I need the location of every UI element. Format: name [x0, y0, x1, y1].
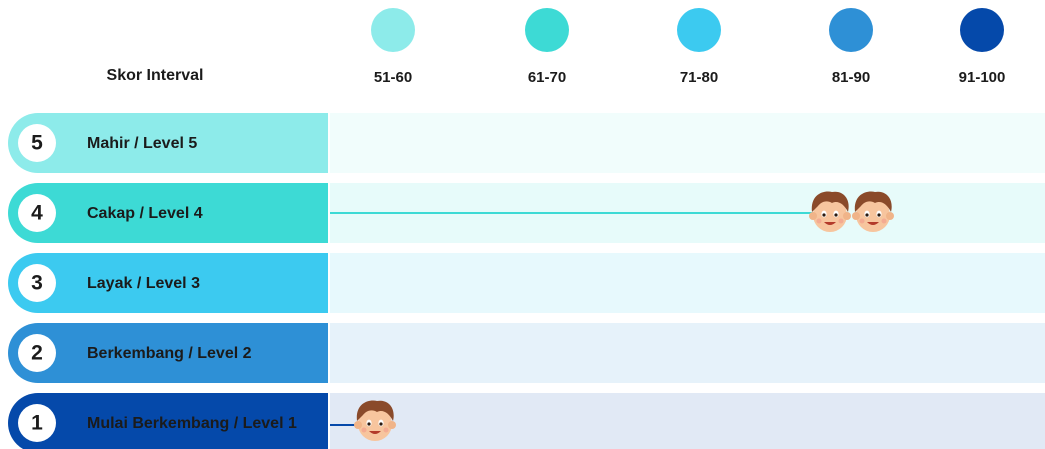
level-number: 5 — [31, 132, 43, 155]
level-label: Mahir / Level 5 — [87, 135, 197, 152]
row-background — [330, 323, 1045, 383]
level-label: Berkembang / Level 2 — [87, 345, 252, 362]
interval-label: 51-60 — [374, 69, 412, 86]
interval-label: 71-80 — [680, 69, 718, 86]
row-background — [330, 393, 1045, 449]
level-label: Layak / Level 3 — [87, 275, 200, 292]
level-number: 2 — [31, 342, 43, 365]
interval-swatch — [677, 8, 721, 52]
interval-label: 61-70 — [528, 69, 566, 86]
row-background — [330, 253, 1045, 313]
level-label: Cakap / Level 4 — [87, 205, 203, 222]
interval-label: 91-100 — [959, 69, 1006, 86]
interval-swatch — [525, 8, 569, 52]
header-label: Skor Interval — [107, 67, 204, 84]
interval-swatch — [371, 8, 415, 52]
level-label: Mulai Berkembang / Level 1 — [87, 415, 297, 432]
row-background — [330, 113, 1045, 173]
level-number: 3 — [31, 272, 43, 295]
interval-label: 81-90 — [832, 69, 870, 86]
interval-swatch — [829, 8, 873, 52]
level-number: 1 — [31, 412, 43, 435]
interval-swatch — [960, 8, 1004, 52]
level-number: 4 — [31, 202, 43, 225]
level-diagram: Skor Interval 51-60 61-70 71-80 81-90 91-100… — [0, 0, 1045, 449]
